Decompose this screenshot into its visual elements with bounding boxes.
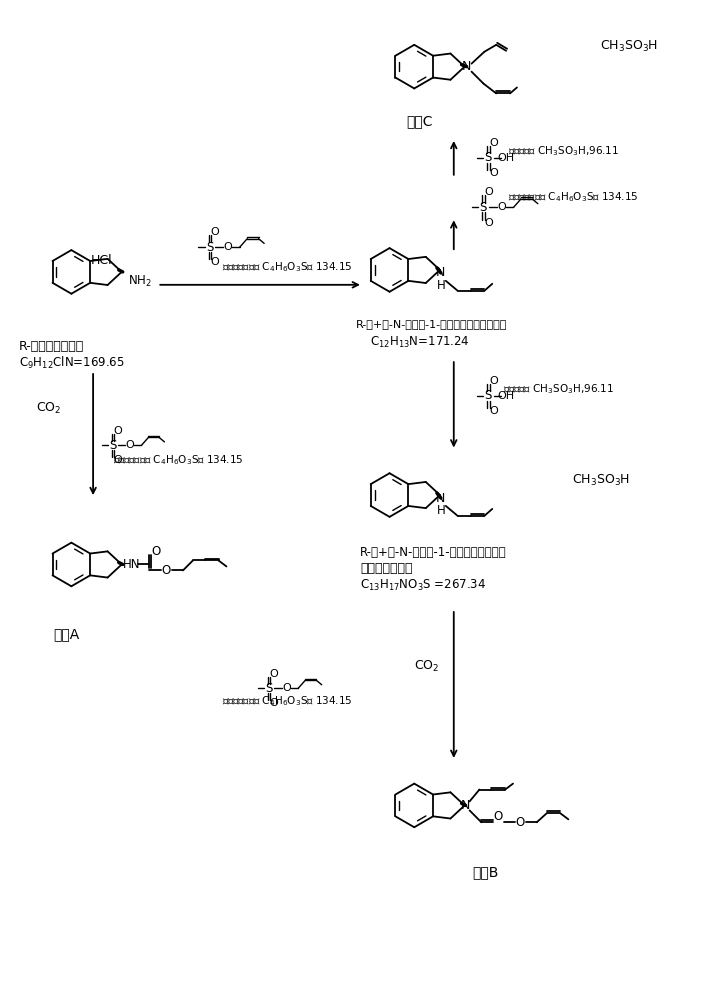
Text: N: N [461, 799, 470, 812]
Text: R-氨基茸满盐酸盐: R-氨基茸满盐酸盐 [19, 340, 84, 353]
Text: O: O [489, 138, 498, 148]
Text: H: H [437, 504, 445, 517]
Text: S: S [206, 241, 214, 254]
Text: S: S [265, 682, 273, 695]
Text: CO$_2$: CO$_2$ [36, 401, 61, 416]
Text: O: O [210, 227, 219, 237]
Text: N: N [436, 492, 446, 505]
Text: O: O [210, 257, 219, 267]
Text: O: O [515, 816, 524, 829]
Text: HN: HN [123, 558, 140, 571]
Text: O: O [152, 545, 161, 558]
Text: 甲磺酸炔丙酯， C$_4$H$_6$O$_3$S， 134.15: 甲磺酸炔丙酯， C$_4$H$_6$O$_3$S， 134.15 [221, 260, 352, 274]
Text: O: O [125, 440, 134, 450]
Text: C$_{12}$H$_{13}$N=171.24: C$_{12}$H$_{13}$N=171.24 [370, 335, 469, 350]
Text: O: O [113, 455, 122, 465]
Text: N: N [462, 60, 471, 73]
Text: O: O [223, 242, 232, 252]
Text: O: O [497, 202, 505, 212]
Text: O: O [489, 168, 498, 178]
Text: CO$_2$: CO$_2$ [414, 659, 439, 674]
Text: O: O [494, 810, 503, 823]
Text: S: S [484, 389, 492, 402]
Text: CH$_3$SO$_3$H: CH$_3$SO$_3$H [572, 473, 631, 488]
Text: 甲磺酸炔丙酯， C$_4$H$_6$O$_3$S， 134.15: 甲磺酸炔丙酯， C$_4$H$_6$O$_3$S， 134.15 [221, 694, 352, 708]
Text: C$_9$H$_{12}$ClN=169.65: C$_9$H$_{12}$ClN=169.65 [19, 355, 125, 371]
Text: 杂质C: 杂质C [406, 114, 432, 128]
Text: R-（+）-N-炔丙基-1-氨基茚满（雷沙吉兰）: R-（+）-N-炔丙基-1-氨基茚满（雷沙吉兰） [356, 319, 508, 329]
Text: O: O [484, 187, 493, 197]
Text: 甲磺酸炔丙酯， C$_4$H$_6$O$_3$S， 134.15: 甲磺酸炔丙酯， C$_4$H$_6$O$_3$S， 134.15 [508, 191, 639, 204]
Text: 甲炷磺酸， CH$_3$SO$_3$H,96.11: 甲炷磺酸， CH$_3$SO$_3$H,96.11 [503, 382, 614, 396]
Text: 杂质B: 杂质B [472, 865, 498, 879]
Text: S: S [484, 151, 492, 164]
Text: R-（+）-N-炔丙基-1-氨基茚满甲磺酸盐: R-（+）-N-炔丙基-1-氨基茚满甲磺酸盐 [360, 546, 507, 559]
Text: O: O [489, 376, 498, 386]
Text: 甲磺酸雷沙吉兰: 甲磺酸雷沙吉兰 [360, 562, 413, 575]
Text: O: O [270, 698, 278, 708]
Text: CH$_3$SO$_3$H: CH$_3$SO$_3$H [600, 39, 658, 54]
Text: S: S [479, 201, 487, 214]
Text: O: O [162, 564, 171, 577]
Text: C$_{13}$H$_{17}$NO$_3$S =267.34: C$_{13}$H$_{17}$NO$_3$S =267.34 [360, 578, 486, 593]
Text: O: O [270, 669, 278, 679]
Text: N: N [436, 266, 446, 279]
Text: NH$_2$: NH$_2$ [128, 274, 151, 289]
Text: 杂质A: 杂质A [53, 627, 80, 641]
Text: 甲磺酸炔丙酯， C$_4$H$_6$O$_3$S， 134.15: 甲磺酸炔丙酯， C$_4$H$_6$O$_3$S， 134.15 [113, 453, 243, 467]
Text: O: O [484, 218, 493, 228]
Text: HCl: HCl [91, 254, 112, 267]
Text: OH: OH [498, 153, 515, 163]
Text: H: H [437, 279, 445, 292]
Text: O: O [282, 683, 290, 693]
Text: OH: OH [498, 391, 515, 401]
Text: O: O [113, 426, 122, 436]
Text: S: S [109, 439, 117, 452]
Text: 甲炷磺酸， CH$_3$SO$_3$H,96.11: 甲炷磺酸， CH$_3$SO$_3$H,96.11 [508, 144, 619, 158]
Text: O: O [489, 406, 498, 416]
